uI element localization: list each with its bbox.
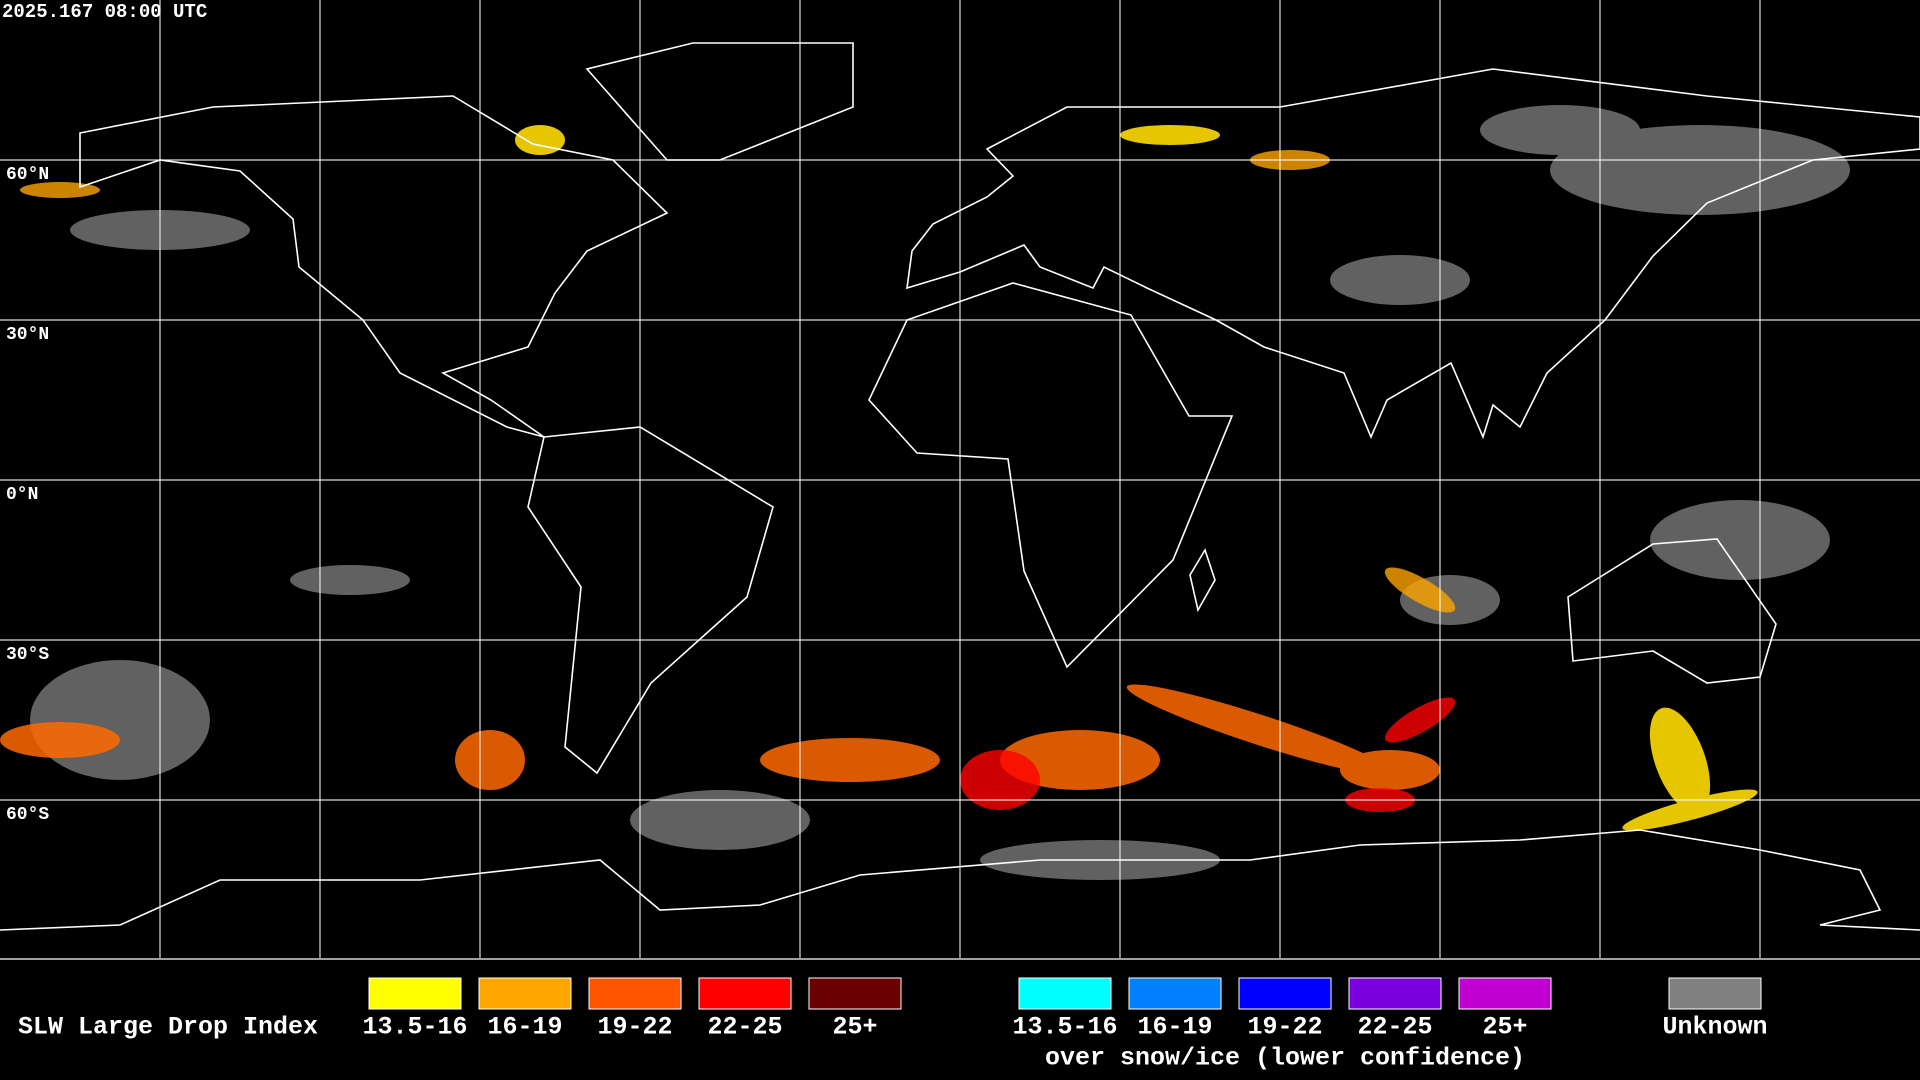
- latitude-label: 30°N: [6, 325, 49, 345]
- legend-swatch: [1018, 977, 1112, 1010]
- legend-label: 16-19: [487, 1013, 562, 1042]
- legend-swatch: [478, 977, 572, 1010]
- legend-label: 13.5-16: [362, 1013, 467, 1042]
- legend-swatch: [1668, 977, 1762, 1010]
- coastlines: [0, 42, 1920, 931]
- legend-label: 19-22: [597, 1013, 672, 1042]
- legend-swatch: [1238, 977, 1332, 1010]
- legend-label: 25+: [832, 1013, 877, 1042]
- graticule: [0, 0, 1920, 958]
- legend-label: 13.5-16: [1012, 1013, 1117, 1042]
- legend-label: 25+: [1482, 1013, 1527, 1042]
- legend-swatch: [1348, 977, 1442, 1010]
- timestamp: 2025.167 08:00 UTC: [2, 1, 207, 23]
- legend-label: 22-25: [1357, 1013, 1432, 1042]
- legend-swatch: [588, 977, 682, 1010]
- latitude-label: 60°N: [6, 165, 49, 185]
- latitude-label: 30°S: [6, 645, 49, 665]
- legend-background: [0, 960, 1920, 1080]
- legend-swatch: [808, 977, 902, 1010]
- legend-swatch: [1458, 977, 1552, 1010]
- legend-label: 19-22: [1247, 1013, 1322, 1042]
- legend-title: SLW Large Drop Index: [18, 1013, 318, 1042]
- legend-swatch: [368, 977, 462, 1010]
- snow-ice-note: over snow/ice (lower confidence): [1045, 1044, 1525, 1073]
- latitude-label: 0°N: [6, 485, 38, 505]
- legend-label: Unknown: [1662, 1013, 1767, 1042]
- legend-swatch: [698, 977, 792, 1010]
- legend-swatch: [1128, 977, 1222, 1010]
- latitude-label: 60°S: [6, 805, 49, 825]
- legend-label: 16-19: [1137, 1013, 1212, 1042]
- legend-label: 22-25: [707, 1013, 782, 1042]
